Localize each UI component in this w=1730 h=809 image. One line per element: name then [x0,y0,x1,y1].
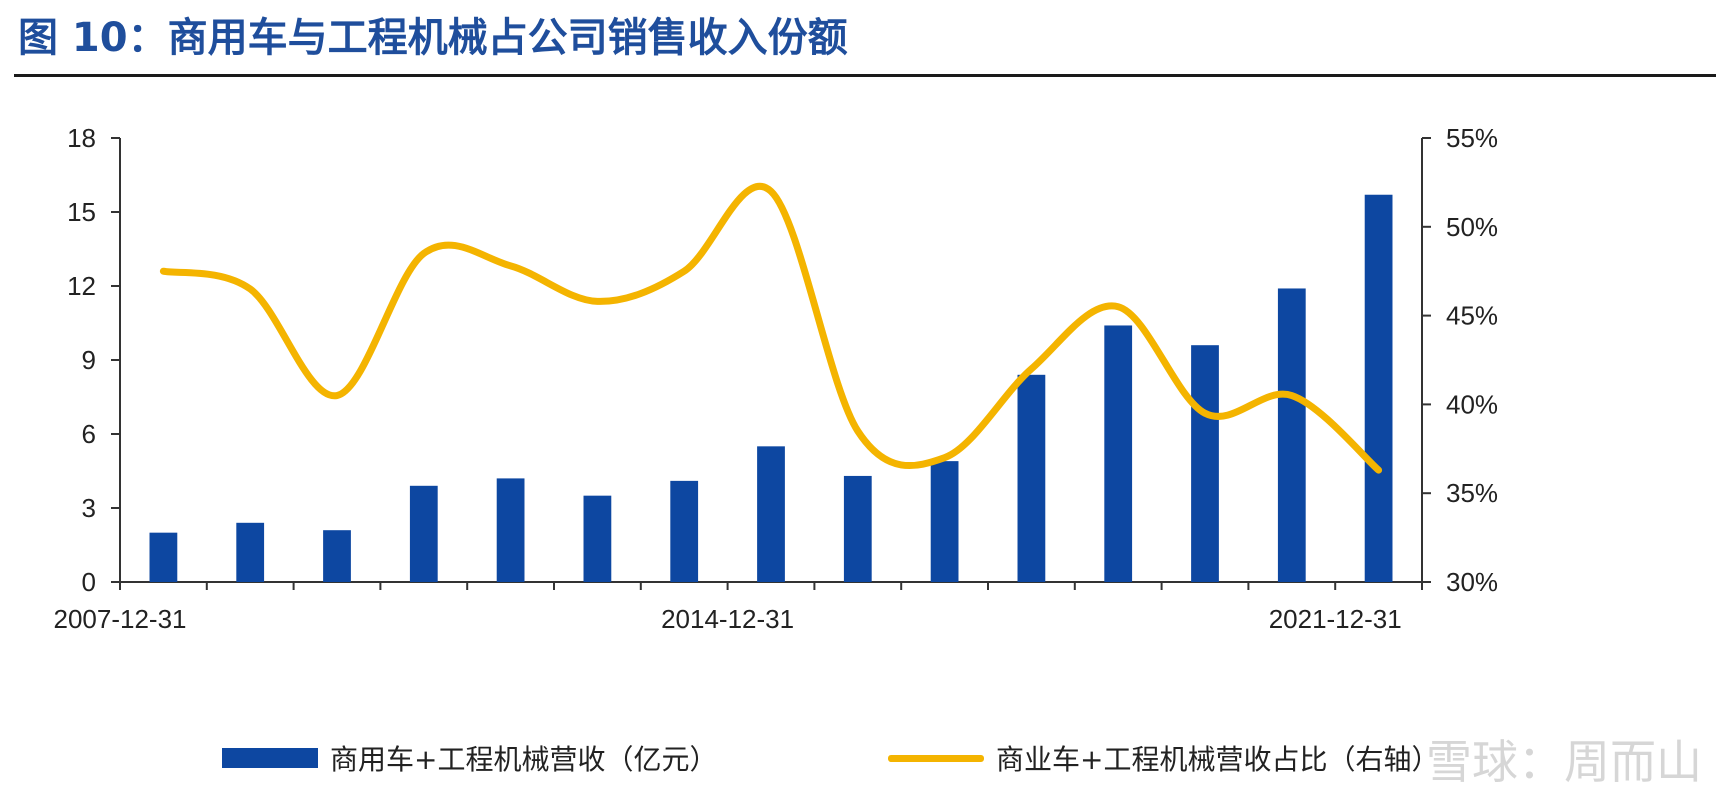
bar-2012-12-31 [583,495,612,582]
x-tick-label: 2007-12-31 [54,604,187,634]
combo-chart: 0 3 6 9 12 15 18 30% 35% 40% 45% 50% 55% 2007-12-31 20… [54,123,1499,634]
y-right-tick-label: 35% [1446,478,1498,508]
title-divider [14,74,1716,77]
bar-2020-12-31 [1277,288,1306,582]
bar-2016-12-31 [930,461,959,582]
legend-swatch-bar [222,748,318,768]
legend-label-revenue: 商用车+工程机械营收（亿元） [330,743,718,776]
y-left-tick-label: 12 [67,271,96,301]
bar-2021-12-31 [1364,194,1393,582]
y-right-tick-label: 40% [1446,389,1498,419]
bar-2011-12-31 [496,478,525,582]
x-tick-label: 2014-12-31 [661,604,794,634]
bar-2009-12-31 [323,530,351,582]
legend: 商用车+工程机械营收（亿元） 商业车+工程机械营收占比（右轴） [0,738,1730,778]
bar-2019-12-31 [1191,345,1219,582]
y-left-tick-label: 6 [82,419,96,449]
y-left-tick-label: 15 [67,197,96,227]
bar-2008-12-31 [236,522,265,582]
legend-item-share: 商业车+工程机械营收占比（右轴） [888,738,1439,778]
x-tick-label: 2021-12-31 [1269,604,1402,634]
bar-2017-12-31 [1017,374,1046,582]
bar-2010-12-31 [409,485,438,582]
bar-2013-12-31 [670,480,699,582]
y-left-tick-label: 0 [82,567,96,597]
y-left-tick-label: 18 [67,123,96,153]
y-left-tick-label: 3 [82,493,96,523]
legend-swatch-line [888,754,984,762]
figure-title: 图 10：商用车与工程机械占公司销售收入份额 [18,15,848,61]
share-line [159,182,1383,474]
watermark: 雪球：周而山 [1426,735,1702,789]
y-right-tick-label: 50% [1446,212,1498,242]
legend-label-share: 商业车+工程机械营收占比（右轴） [996,743,1440,776]
bar-2007-12-31 [149,532,178,582]
y-left-tick-label: 9 [82,345,96,375]
y-right-tick-label: 45% [1446,301,1498,331]
bar-2018-12-31 [1104,325,1133,582]
y-right-tick-label: 30% [1446,567,1498,597]
legend-item-revenue: 商用车+工程机械营收（亿元） [222,738,717,778]
bar-2014-12-31 [757,446,785,582]
bar-2015-12-31 [843,475,872,582]
y-right-tick-label: 55% [1446,123,1498,153]
